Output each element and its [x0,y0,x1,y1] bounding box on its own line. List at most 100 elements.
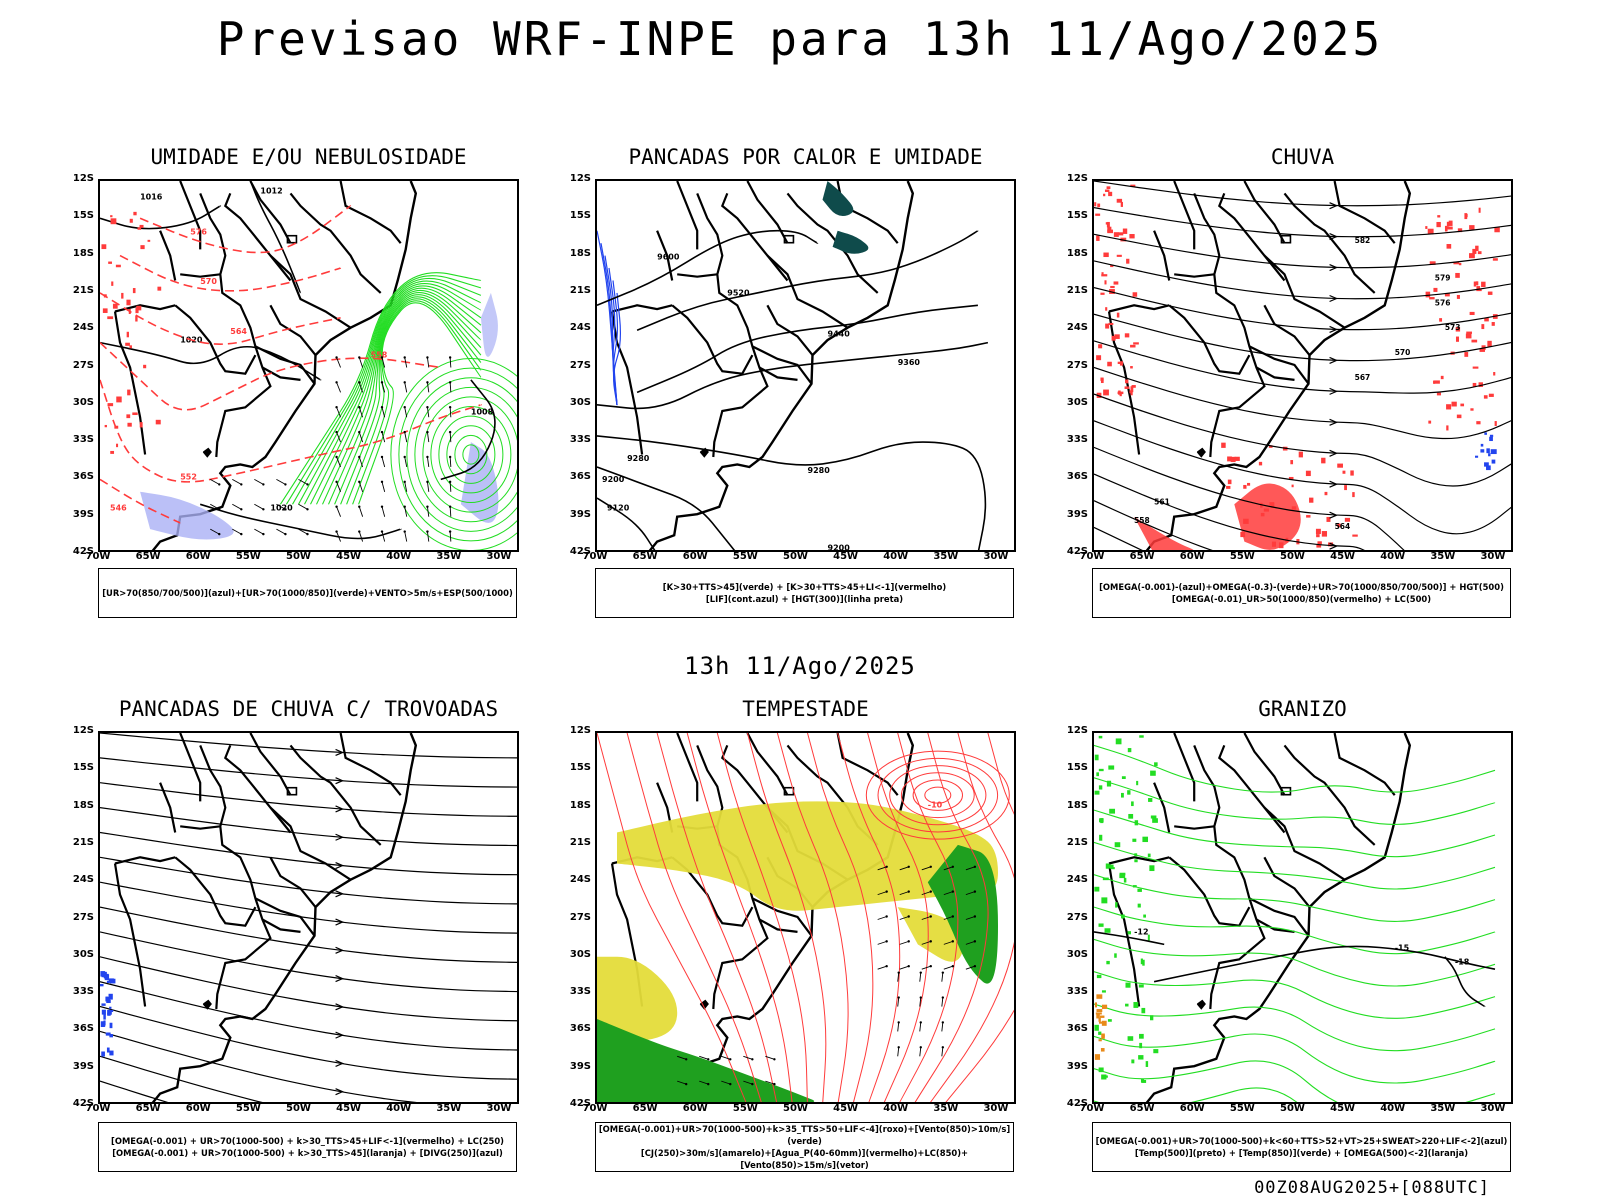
lat-tick-label: 12S [72,173,94,184]
contour-label: 561 [1154,497,1170,506]
contour-label: 9200 [828,543,851,552]
contour-label: -12 [1134,927,1148,936]
contour-line [597,466,736,550]
contour-label: 546 [110,503,127,512]
lat-tick-label: 15S [569,210,591,222]
contour-line [100,478,181,524]
lon-tick-label: 35W [1430,551,1456,562]
legend-box-chuva: [OMEGA(-0.001)-(azul)+OMEGA(-0.3)-(verde… [1092,568,1511,618]
legend-line: [OMEGA(-0.001)-(azul)+OMEGA(-0.3)-(verde… [1099,582,1504,592]
lat-tick-label: 33S [569,434,591,446]
legend-line: [Temp(500)](preto) + [Temp(850)](verde) … [1134,1148,1469,1158]
contour-label: -18 [1455,957,1470,966]
lat-tick-label: 30S [1066,948,1088,960]
lon-tick-label: 50W [782,551,808,562]
map-panel-granizo: -15 -18 -12 [1092,731,1513,1104]
lat-tick-label: 39S [569,1060,591,1072]
contour-line [597,229,819,307]
contour-label: 1008 [471,408,494,417]
lon-tick-label: 60W [682,551,708,562]
contour-label: 573 [1445,323,1461,332]
map-panel-chuva: 582 579 576 573 570 567 564 561 558 [1092,179,1513,552]
legend-line: [UR>70(850/700/500)](azul)+[UR>70(1000/8… [102,588,513,598]
map-panel-tempestade: -10 [595,731,1016,1104]
legend-line: [OMEGA(-0.001) + UR>70(1000-500) + k>30_… [111,1136,504,1146]
contour-label: 9520 [727,288,750,297]
panel-title-trovoadas: PANCADAS DE CHUVA C/ TROVOADAS [118,697,499,721]
contour-label: 558 [371,351,388,360]
lat-tick-label: 12S [569,173,591,184]
lon-tick-label: 40W [883,551,909,562]
lat-tick-label: 42S [72,546,94,557]
lon-tick-label: 50W [1279,551,1305,562]
lat-tick-label: 24S [72,874,94,886]
lon-tick-label: 40W [1380,1103,1406,1114]
contour-line [249,181,302,294]
lat-tick-label: 39S [1066,508,1088,520]
panel-title-umidade: UMIDADE E/OU NEBULOSIDADE [150,145,467,169]
lon-tick-label: 65W [632,1103,658,1114]
lat-tick-label: 27S [72,911,94,923]
panel-title-calor: PANCADAS POR CALOR E UMIDADE [628,145,983,169]
lon-tick-label: 65W [135,551,161,562]
contour-label: 9200 [602,475,625,484]
contour-line [139,205,352,254]
lat-tick-label: 18S [569,799,591,811]
page-title: Previsao WRF-INPE para 13h 11/Ago/2025 [216,12,1384,66]
lon-tick-label: 65W [135,1103,161,1114]
lon-tick-label: 70W [85,1103,111,1114]
lon-tick-label: 45W [1330,551,1356,562]
contour-label: 552 [180,472,197,481]
legend-line: [OMEGA(-0.001)+UR>70(1000-500)+k>35_TTS>… [598,1124,1011,1146]
lat-tick-label: 18S [1066,247,1088,259]
lon-tick-label: 60W [185,1103,211,1114]
contour-label: 9440 [828,329,851,338]
panel-title-granizo: GRANIZO [1258,697,1347,721]
contour-label: 564 [1335,522,1351,531]
lat-tick-label: 42S [569,546,591,557]
lon-tick-label: 35W [933,551,959,562]
map-panel-umidade: 1016 1012 1020 1020 1008 576 570 564 558 552 546 [98,179,519,552]
lat-tick-label: 30S [72,948,94,960]
lon-tick-label: 50W [285,551,311,562]
legend-line: [OMEGA(-0.001) + UR>70(1000-500) + k>30_… [112,1148,503,1158]
lat-tick-label: 15S [569,762,591,774]
lon-tick-label: 30W [486,1103,512,1114]
contour-label: 9280 [627,454,650,463]
contour-line [100,341,322,381]
lat-tick-label: 33S [1066,434,1088,446]
contour-line [1094,931,1165,946]
legend-box-calor: [K>30+TTS>45](verde) + [K>30+TTS>45+LI<-… [595,568,1014,618]
lat-tick-label: 18S [569,247,591,259]
lat-tick-label: 12S [569,725,591,736]
contour-line [199,503,402,540]
contour-line [1153,945,1496,983]
lat-tick-label: 24S [569,874,591,886]
lat-tick-label: 21S [1066,284,1088,296]
lat-tick-label: 27S [1066,359,1088,371]
lon-tick-label: 60W [1179,551,1205,562]
lat-tick-label: 39S [72,1060,94,1072]
map-plot-chuva: 582 579 576 573 570 567 564 561 558 [1094,181,1511,550]
lat-tick-label: 18S [72,799,94,811]
lat-tick-label: 24S [569,322,591,334]
lat-tick-label: 36S [72,1023,94,1035]
legend-line: [OMEGA(-0.001)+UR>70(1000-500)+k<60+TTS>… [1095,1136,1508,1146]
lon-tick-label: 70W [1079,551,1105,562]
legend-line: [CJ(250)>30m/s](amarelo)+[Agua_P(40-60mm… [640,1148,969,1170]
lat-tick-label: 24S [1066,874,1088,886]
map-panel-calor: 9600 9520 9440 9360 9280 9200 9120 9200 9280 [595,179,1016,552]
lat-tick-label: 42S [569,1098,591,1109]
lat-tick-label: 36S [72,471,94,483]
lon-tick-label: 30W [1480,1103,1506,1114]
legend-box-granizo: [OMEGA(-0.001)+UR>70(1000-500)+k<60+TTS>… [1092,1122,1511,1172]
lon-tick-label: 70W [1079,1103,1105,1114]
lat-tick-label: 15S [72,210,94,222]
contour-label: -10 [928,801,943,810]
contour-label: 9280 [808,466,831,475]
contour-label: 576 [190,227,207,236]
lon-tick-label: 35W [436,551,462,562]
legend-box-trovoadas: [OMEGA(-0.001) + UR>70(1000-500) + k>30_… [98,1122,517,1172]
contour-line [597,497,656,550]
map-plot-trovoadas [100,733,517,1102]
